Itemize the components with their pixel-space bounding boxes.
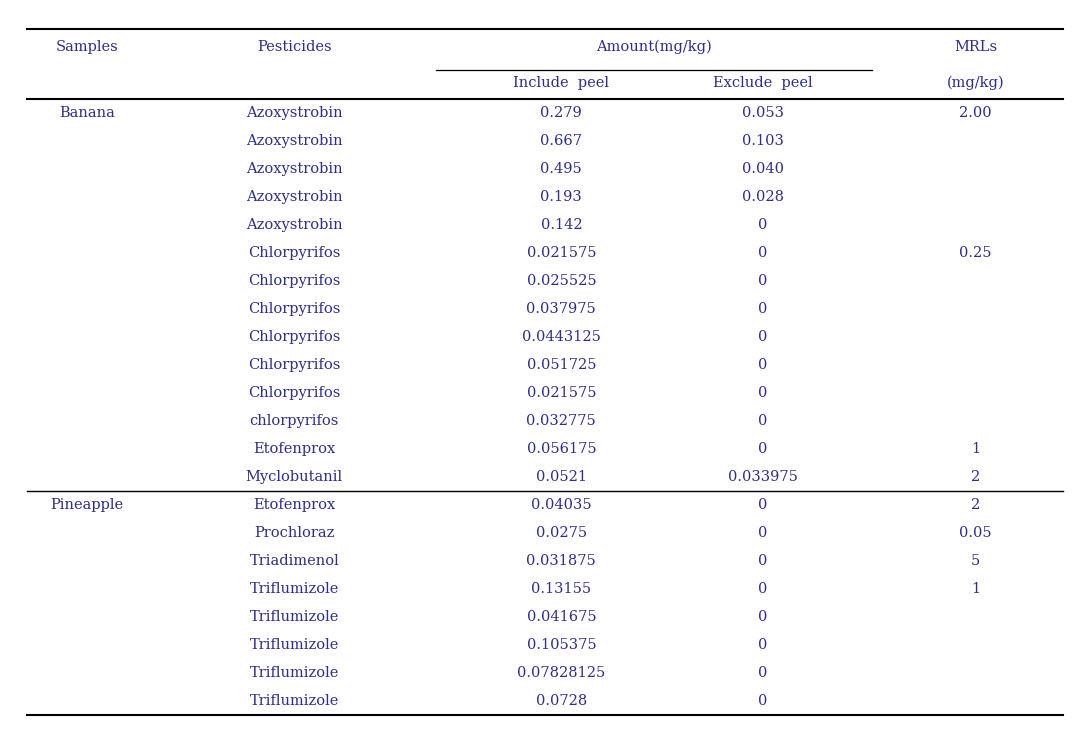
Text: 0.142: 0.142 [541, 218, 582, 232]
Text: (mg/kg): (mg/kg) [947, 75, 1004, 90]
Text: 0: 0 [759, 610, 767, 624]
Text: 0.040: 0.040 [742, 162, 784, 176]
Text: Amount(mg/kg): Amount(mg/kg) [596, 40, 712, 54]
Text: Include  peel: Include peel [513, 75, 609, 90]
Text: Chlorpyrifos: Chlorpyrifos [249, 274, 340, 288]
Text: 0.105375: 0.105375 [526, 638, 596, 652]
Text: 0.037975: 0.037975 [526, 302, 596, 316]
Text: Chlorpyrifos: Chlorpyrifos [249, 302, 340, 316]
Text: 2.00: 2.00 [959, 106, 992, 120]
Text: 0.0521: 0.0521 [536, 470, 586, 484]
Text: Samples: Samples [56, 40, 119, 54]
Text: 0.04035: 0.04035 [531, 498, 592, 512]
Text: 0: 0 [759, 246, 767, 260]
Text: Chlorpyrifos: Chlorpyrifos [249, 330, 340, 344]
Text: 0: 0 [759, 386, 767, 399]
Text: Azoxystrobin: Azoxystrobin [246, 134, 342, 148]
Text: 0.033975: 0.033975 [728, 470, 798, 484]
Text: 0: 0 [759, 358, 767, 372]
Text: Chlorpyrifos: Chlorpyrifos [249, 358, 340, 372]
Text: Exclude  peel: Exclude peel [713, 75, 813, 90]
Text: Myclobutanil: Myclobutanil [245, 470, 343, 484]
Text: 0.053: 0.053 [742, 106, 784, 120]
Text: Pesticides: Pesticides [257, 40, 331, 54]
Text: 5: 5 [971, 553, 980, 568]
Text: 0.0443125: 0.0443125 [522, 330, 601, 344]
Text: 0: 0 [759, 666, 767, 679]
Text: 0.279: 0.279 [541, 106, 582, 120]
Text: Banana: Banana [59, 106, 116, 120]
Text: 0.028: 0.028 [742, 190, 784, 204]
Text: 0: 0 [759, 414, 767, 428]
Text: 0.051725: 0.051725 [526, 358, 596, 372]
Text: Triflumizole: Triflumizole [250, 666, 339, 679]
Text: 0: 0 [759, 582, 767, 596]
Text: Triadimenol: Triadimenol [250, 553, 339, 568]
Text: 2: 2 [971, 498, 980, 512]
Text: Azoxystrobin: Azoxystrobin [246, 218, 342, 232]
Text: 2: 2 [971, 470, 980, 484]
Text: 0: 0 [759, 638, 767, 652]
Text: 0: 0 [759, 498, 767, 512]
Text: 0: 0 [759, 553, 767, 568]
Text: 1: 1 [971, 582, 980, 596]
Text: Chlorpyrifos: Chlorpyrifos [249, 246, 340, 260]
Text: 0.193: 0.193 [541, 190, 582, 204]
Text: 0.021575: 0.021575 [526, 386, 596, 399]
Text: 0.041675: 0.041675 [526, 610, 596, 624]
Text: 0: 0 [759, 526, 767, 539]
Text: Chlorpyrifos: Chlorpyrifos [249, 386, 340, 399]
Text: 0: 0 [759, 218, 767, 232]
Text: Azoxystrobin: Azoxystrobin [246, 190, 342, 204]
Text: 0: 0 [759, 693, 767, 707]
Text: 0.05: 0.05 [959, 526, 992, 539]
Text: 0.031875: 0.031875 [526, 553, 596, 568]
Text: Triflumizole: Triflumizole [250, 638, 339, 652]
Text: 0: 0 [759, 274, 767, 288]
Text: 0.07828125: 0.07828125 [518, 666, 605, 679]
Text: 0.495: 0.495 [541, 162, 582, 176]
Text: Triflumizole: Triflumizole [250, 693, 339, 707]
Text: Triflumizole: Triflumizole [250, 582, 339, 596]
Text: Etofenprox: Etofenprox [253, 498, 336, 512]
Text: Prochloraz: Prochloraz [254, 526, 335, 539]
Text: 0: 0 [759, 330, 767, 344]
Text: MRLs: MRLs [954, 40, 997, 54]
Text: Azoxystrobin: Azoxystrobin [246, 106, 342, 120]
Text: Etofenprox: Etofenprox [253, 442, 336, 456]
Text: 0.103: 0.103 [742, 134, 784, 148]
Text: 0.0728: 0.0728 [535, 693, 588, 707]
Text: 0.0275: 0.0275 [536, 526, 586, 539]
Text: 0.25: 0.25 [959, 246, 992, 260]
Text: 0: 0 [759, 302, 767, 316]
Text: 0.056175: 0.056175 [526, 442, 596, 456]
Text: Triflumizole: Triflumizole [250, 610, 339, 624]
Text: chlorpyrifos: chlorpyrifos [250, 414, 339, 428]
Text: 0.032775: 0.032775 [526, 414, 596, 428]
Text: 0.021575: 0.021575 [526, 246, 596, 260]
Text: 0: 0 [759, 442, 767, 456]
Text: 0.667: 0.667 [541, 134, 582, 148]
Text: 1: 1 [971, 442, 980, 456]
Text: Pineapple: Pineapple [50, 498, 124, 512]
Text: 0.025525: 0.025525 [526, 274, 596, 288]
Text: 0.13155: 0.13155 [531, 582, 592, 596]
Text: Azoxystrobin: Azoxystrobin [246, 162, 342, 176]
